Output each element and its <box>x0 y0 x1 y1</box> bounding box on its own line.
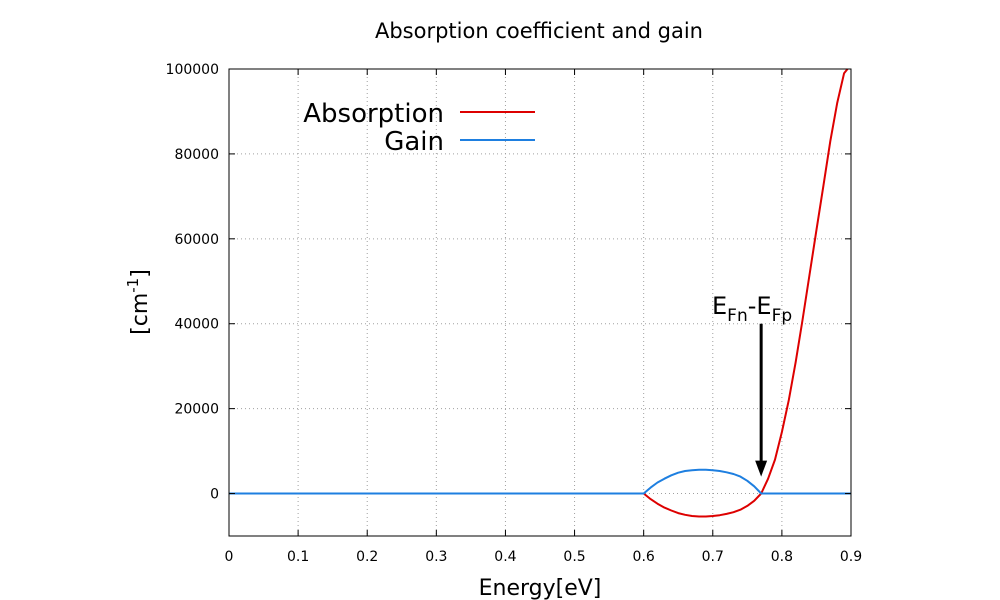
series-layer <box>229 68 851 518</box>
x-tick-label: 0.2 <box>356 549 378 565</box>
annotation-sub-fp: Fp <box>772 306 793 326</box>
tick-marks <box>228 68 852 536</box>
x-tick-label: 0.9 <box>840 549 862 565</box>
annotation-e1: E <box>712 292 727 320</box>
chart-title: Absorption coefficient and gain <box>375 19 703 43</box>
y-tick-label: 80000 <box>174 147 219 163</box>
x-axis-label: Energy[eV] <box>479 576 602 600</box>
annotation-dash-e2: -E <box>748 292 772 320</box>
legend-label-gain: Gain <box>384 127 444 157</box>
y-axis-label-close: ] <box>128 269 153 278</box>
y-axis-label: [cm-1] <box>124 269 153 335</box>
y-tick-label: 60000 <box>174 232 219 248</box>
y-axis-label-sup: -1 <box>124 278 142 293</box>
y-tick-labels: 0 20000 40000 60000 80000 100000 <box>166 62 219 503</box>
annotation-label: EFn-EFp <box>712 292 792 326</box>
absorption-line <box>229 68 849 518</box>
gain-line <box>229 468 851 495</box>
x-tick-label: 0.3 <box>425 549 447 565</box>
legend-label-absorption: Absorption <box>303 99 444 129</box>
legend: Absorption Gain <box>303 99 535 157</box>
x-tick-label: 0.7 <box>702 549 724 565</box>
x-tick-label: 0.6 <box>633 549 655 565</box>
y-tick-label: 20000 <box>174 402 219 418</box>
y-axis-label-main: [cm <box>128 293 153 335</box>
plot-frame <box>228 68 852 537</box>
x-tick-label: 0.1 <box>287 549 309 565</box>
annotation-sub-fn: Fn <box>727 306 748 326</box>
x-tick-label: 0 <box>225 549 234 565</box>
y-tick-label: 40000 <box>174 317 219 333</box>
x-tick-label: 0.5 <box>563 549 585 565</box>
fermi-level-annotation: EFn-EFp <box>712 292 792 477</box>
x-tick-label: 0.4 <box>494 549 516 565</box>
y-tick-label: 0 <box>210 487 219 503</box>
x-tick-labels: 0 0.1 0.2 0.3 0.4 0.5 0.6 0.7 0.8 0.9 <box>225 549 863 565</box>
y-tick-label: 100000 <box>166 62 219 78</box>
annotation-arrow-head <box>755 460 768 477</box>
x-tick-label: 0.8 <box>771 549 793 565</box>
